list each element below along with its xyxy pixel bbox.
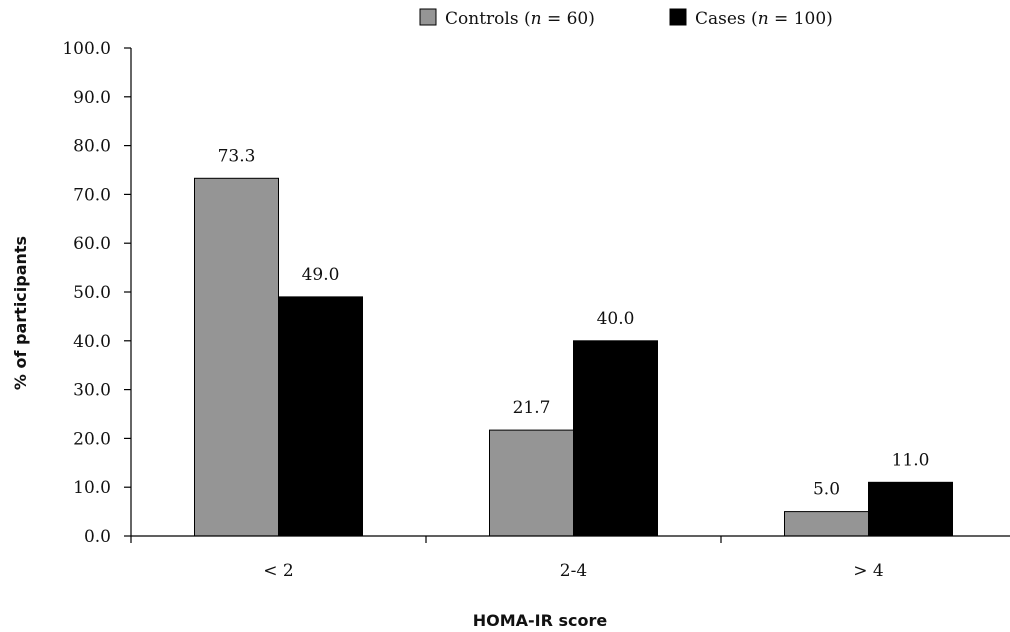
legend: Controls (n = 60) Cases (n = 100) — [419, 8, 833, 29]
y-tick-label: 70.0 — [73, 185, 111, 205]
legend-label: Controls (n = 60) — [445, 9, 595, 29]
y-tick-label: 30.0 — [73, 381, 111, 401]
bar-controls-2 — [784, 511, 869, 537]
y-tick-label: 50.0 — [73, 283, 111, 303]
y-tick-label: 0.0 — [84, 527, 111, 547]
x-axis-title: HOMA-IR score — [473, 611, 608, 630]
x-tick-label: > 4 — [853, 561, 883, 581]
data-label: 5.0 — [813, 480, 840, 500]
bar-controls-0 — [194, 177, 279, 537]
legend-label: Cases (n = 100) — [695, 9, 833, 29]
bar-cases-2 — [868, 481, 953, 537]
bars-group — [194, 177, 953, 537]
data-label: 21.7 — [513, 398, 551, 418]
bar-cases-1 — [573, 340, 658, 537]
x-axis: < 2 2-4 > 4 — [130, 535, 1010, 581]
data-label: 11.0 — [892, 450, 930, 470]
y-axis-title: % of participants — [11, 236, 30, 390]
data-label: 40.0 — [597, 309, 635, 329]
y-tick-label: 90.0 — [73, 88, 111, 108]
y-tick-label: 100.0 — [62, 39, 111, 59]
x-tick-label: < 2 — [263, 561, 293, 581]
data-labels-group: 73.3 21.7 5.0 49.0 40.0 11.0 — [218, 146, 930, 499]
bar-controls-1 — [489, 429, 574, 537]
data-label: 73.3 — [218, 146, 256, 166]
x-tick-label: 2-4 — [560, 561, 587, 581]
y-tick-label: 20.0 — [73, 429, 111, 449]
y-tick-label: 40.0 — [73, 332, 111, 352]
legend-swatch — [669, 8, 687, 26]
bar-cases-0 — [278, 296, 363, 537]
y-tick-label: 10.0 — [73, 478, 111, 498]
legend-swatch — [419, 8, 437, 26]
y-axis: 0.0 10.0 20.0 30.0 40.0 50.0 60.0 70.0 80.0 90.0 1… — [62, 39, 132, 547]
y-tick-label: 80.0 — [73, 137, 111, 157]
y-tick-label: 60.0 — [73, 234, 111, 254]
data-label: 49.0 — [302, 265, 340, 285]
